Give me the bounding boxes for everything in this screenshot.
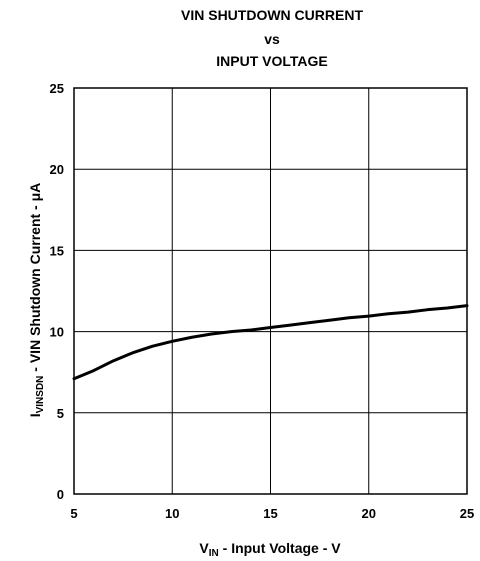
- x-axis-label-sub: IN: [209, 548, 219, 559]
- y-tick-label-0: 0: [57, 487, 64, 502]
- y-axis-label: IVINSDN - VIN Shutdown Current - μA: [27, 183, 46, 418]
- series-group: [72, 304, 469, 381]
- x-axis-ticks: 5 10 15 20 25: [70, 506, 474, 521]
- chart-title-line-3: INPUT VOLTAGE: [216, 53, 327, 69]
- y-tick-label-3: 15: [50, 243, 64, 258]
- x-axis-label-main: V: [199, 540, 209, 556]
- y-tick-label-2: 10: [50, 325, 64, 340]
- y-axis-ticks: 0 5 10 15 20 25: [50, 81, 64, 502]
- plot-frame-rect: [73, 87, 468, 495]
- chart-title-line-1: VIN SHUTDOWN CURRENT: [181, 7, 363, 23]
- x-tick-label-0: 5: [70, 506, 77, 521]
- series-line-0: [72, 304, 469, 381]
- grid: [74, 88, 467, 494]
- plot-frame: [73, 87, 468, 495]
- x-axis-label: VIN - Input Voltage - V: [199, 540, 341, 559]
- y-axis-label-main: I: [27, 413, 43, 417]
- x-tick-label-2: 15: [263, 506, 277, 521]
- chart-title: VIN SHUTDOWN CURRENT vs INPUT VOLTAGE: [181, 7, 363, 69]
- y-tick-label-1: 5: [57, 406, 64, 421]
- x-tick-label-3: 20: [362, 506, 376, 521]
- x-tick-label-4: 25: [460, 506, 474, 521]
- x-tick-label-1: 10: [165, 506, 179, 521]
- chart-title-line-2: vs: [264, 31, 280, 47]
- y-axis-label-sub: VINSDN: [35, 376, 46, 414]
- y-tick-label-4: 20: [50, 162, 64, 177]
- y-axis-label-rest: - VIN Shutdown Current - μA: [27, 183, 43, 376]
- y-tick-label-5: 25: [50, 81, 64, 96]
- x-axis-label-rest: - Input Voltage - V: [219, 540, 342, 556]
